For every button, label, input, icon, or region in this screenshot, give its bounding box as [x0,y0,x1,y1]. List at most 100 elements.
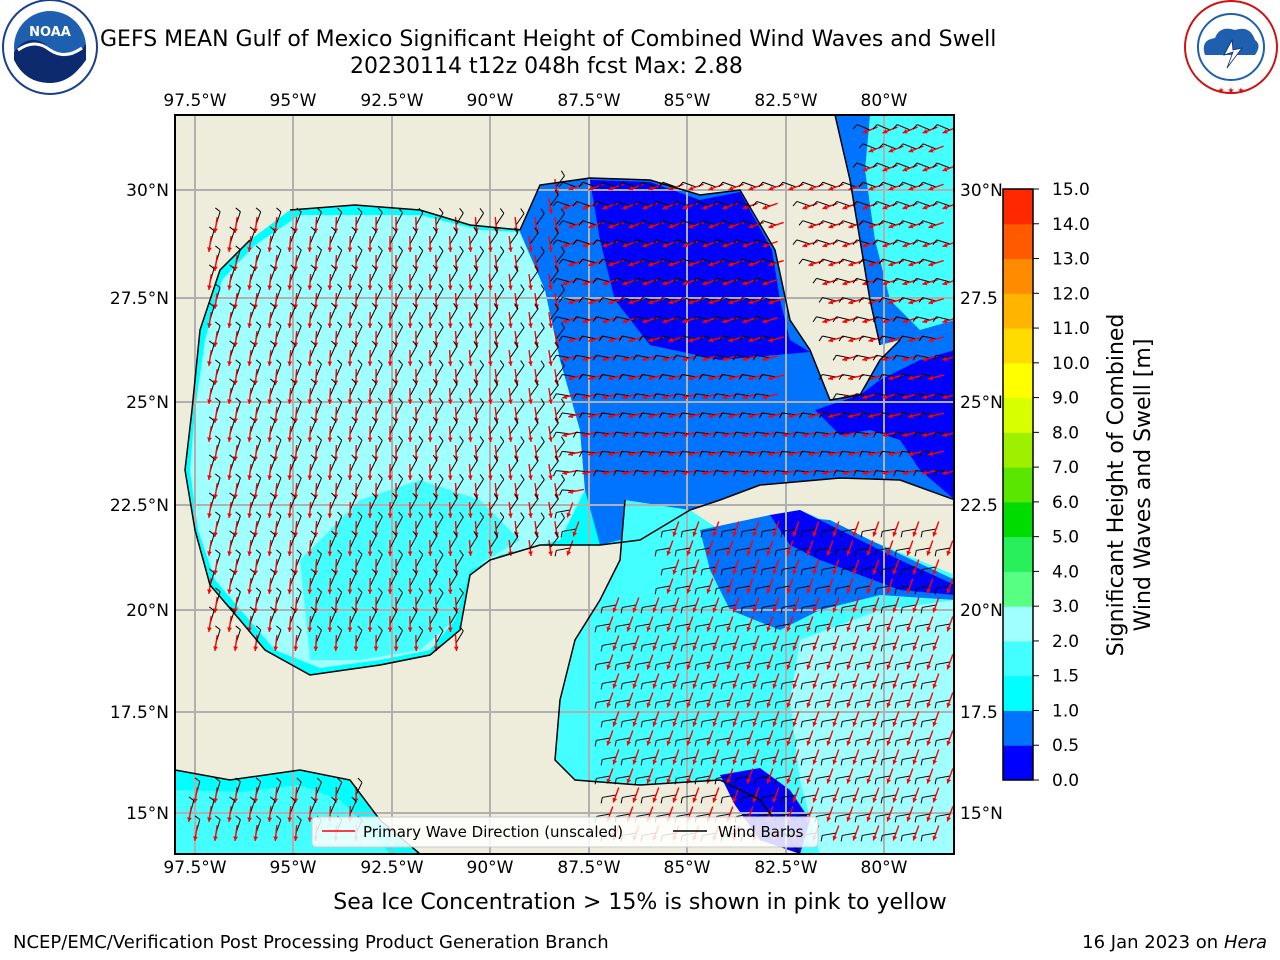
wind-barb-flag [740,683,743,690]
wind-barb-flag [316,245,322,251]
wind-barb-flag [398,625,403,631]
wave-arrow-head [882,167,888,172]
wind-barb [716,431,731,435]
wind-barb [882,412,897,416]
wind-barb-flag [653,470,657,477]
wave-arrow-head [253,494,259,499]
wind-barb-flag [894,550,897,557]
colorbar-label-line1: Significant Height of Combined [1104,314,1129,657]
wind-barb-flag [453,340,458,347]
wave-arrow-head [892,721,898,727]
wind-barb-flag [592,393,597,400]
wave-arrow-head [582,280,588,286]
wave-arrow-head [467,247,473,252]
wave-arrow-head [508,247,513,252]
wave-arrow-head [946,816,952,822]
wind-barb [716,775,731,779]
wind-barb [415,478,424,492]
wind-barb-flag [878,412,883,419]
wave-arrow-head [908,451,914,457]
wave-arrow-head [946,550,952,556]
wind-barb-flag [792,431,797,438]
wind-barb [415,326,424,340]
wind-barb [916,200,931,207]
wind-barb [822,680,837,684]
wind-barb-flag [479,474,484,480]
wind-barb [355,592,363,606]
wind-barb [936,813,951,817]
wave-arrow-head [566,550,572,556]
wind-barb-flag [398,397,403,403]
wave-arrow-head [487,247,493,252]
wind-barb [696,737,711,741]
wave-arrow-head [822,470,827,476]
wave-arrow-head [608,413,614,419]
wind-barb-flag [852,124,858,130]
wave-arrow-head [886,626,892,632]
wind-barb [896,316,911,321]
wind-barb [922,373,937,378]
wind-barb-flag [412,416,418,423]
wind-barb-flag [235,245,241,251]
wave-arrow-head [662,356,668,362]
wind-barb [676,239,691,245]
wave-arrow-head [648,185,654,191]
wave-arrow-head [287,551,293,556]
wind-barb [762,220,777,226]
wind-barb-flag [331,416,337,422]
wave-arrow-head [912,721,918,727]
wind-barb-flag [758,412,763,419]
wind-barb-flag [371,378,377,384]
wind-barb-flag [878,374,883,380]
wave-arrow-head [307,399,313,404]
wind-barb-flag [560,322,565,329]
wind-barb-flag [738,181,744,188]
wind-barb-flag [900,531,903,538]
wind-barb [335,478,343,492]
wave-arrow-head [686,664,692,670]
wave-arrow-head [746,778,752,784]
wind-barb-flag [858,220,864,226]
wind-barb-flag [920,531,923,538]
wave-arrow-head [582,432,588,438]
wind-barb-flag [412,530,418,537]
wind-barb [409,421,418,435]
wind-barb [582,258,597,264]
wind-barb [495,213,505,226]
wind-barb-flag [351,454,357,460]
colorbar-swatch [1003,640,1033,677]
wind-barb [902,680,917,684]
wave-arrow-head [548,247,553,252]
wind-barb-flag [814,778,817,785]
wave-arrow-head [688,261,694,267]
wind-barb-flag [554,341,559,348]
wave-arrow-head [207,399,212,404]
wave-arrow-head [327,361,333,366]
wave-arrow-head [872,645,878,651]
wave-arrow-head [602,470,607,476]
wave-arrow-head [347,589,353,594]
wind-barb [876,585,891,589]
wave-arrow-head [447,399,453,404]
wave-arrow-head [772,645,778,651]
wind-barb-flag [638,220,644,226]
wave-arrow-head [808,223,814,229]
wave-arrow-head [353,646,359,651]
wave-arrow-head [702,204,708,210]
wave-arrow-head [702,394,708,400]
wind-barb-flag [276,245,282,251]
wind-barb-flag [894,778,897,785]
wind-barb [495,479,505,492]
wave-arrow-head [612,683,618,689]
wave-arrow-head [872,835,878,841]
wind-barb-flag [840,607,843,614]
wave-arrow-head [267,285,273,290]
nws-logo: ★ ★ ★ [1184,0,1278,95]
wind-barb-flag [838,258,844,265]
wind-barb [856,623,871,627]
wave-arrow-head [427,551,433,556]
wind-barb [856,162,871,169]
wind-barb-flag [738,412,743,419]
wind-barb-flag [892,162,898,168]
wind-barb-flag [255,359,261,365]
